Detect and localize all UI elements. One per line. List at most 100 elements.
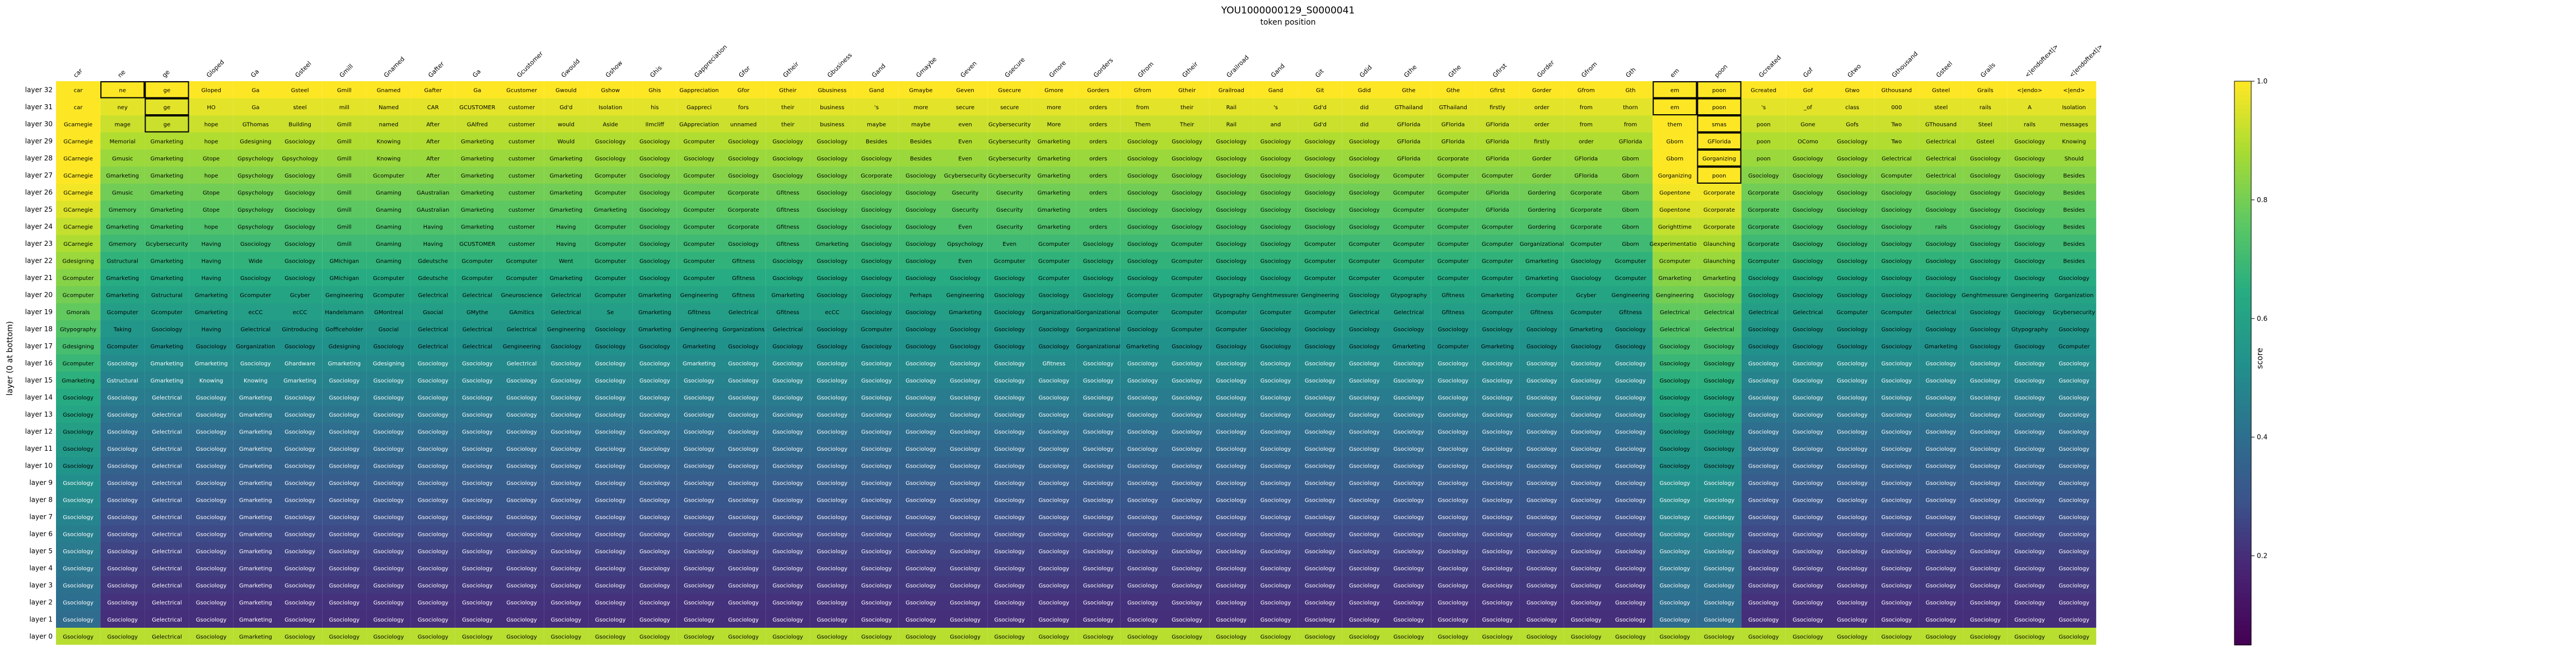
- cell-label: Gsociology: [1793, 429, 1823, 435]
- heatmap-cell: [1076, 269, 1121, 286]
- heatmap-cell: [1475, 423, 1520, 440]
- cell-label: Gorder: [1532, 173, 1552, 179]
- cell-label: Gsociology: [284, 583, 315, 589]
- heatmap-cell: [1963, 457, 2008, 474]
- heatmap-cell: [366, 200, 411, 218]
- heatmap-cell: [544, 303, 589, 320]
- cell-label: Gmarketing: [1525, 276, 1558, 282]
- cell-label: Gsociology: [1305, 446, 1336, 452]
- cell-label: Gsociology: [772, 497, 803, 503]
- heatmap-cell: [1298, 594, 1342, 611]
- cell-label: Rail: [1226, 105, 1236, 111]
- cell-label: Gmarketing: [1525, 258, 1558, 264]
- cell-label: Gsociology: [1172, 224, 1202, 230]
- cell-label: poon: [1757, 122, 1771, 128]
- cell-label: Gsociology: [1615, 480, 1646, 487]
- cell-label: Gcomputer: [1304, 258, 1336, 264]
- heatmap-cell: [1475, 389, 1520, 406]
- heatmap-cell: [1564, 200, 1608, 218]
- cell-label: Gsociology: [329, 600, 360, 606]
- heatmap-cell: [854, 354, 899, 372]
- heatmap-cell: [1209, 337, 1254, 354]
- heatmap-cell: [500, 405, 544, 423]
- heatmap-cell: [588, 166, 633, 184]
- cell-label: Gsociology: [1261, 463, 1291, 469]
- cell-label: Gsociology: [817, 497, 848, 503]
- cell-label: Having: [202, 241, 221, 248]
- cell-label: Gsociology: [2014, 395, 2045, 401]
- cell-label: Gorders: [1087, 87, 1109, 94]
- cell-label: Gmarketing: [151, 139, 184, 145]
- heatmap-cell: [1830, 525, 1875, 543]
- cell-label: Taking: [113, 326, 132, 333]
- cell-label: Gsociology: [1659, 446, 1690, 452]
- cell-label: Gsociology: [506, 583, 537, 589]
- heatmap-cell: [544, 440, 589, 457]
- cell-label: Gcomputer: [1348, 258, 1380, 264]
- cell-label: Gsociology: [906, 395, 936, 401]
- heatmap-cell: [500, 474, 544, 491]
- heatmap-cell: [322, 286, 367, 304]
- heatmap-cell: [2052, 218, 2097, 235]
- heatmap-cell: [1741, 354, 1786, 372]
- heatmap-cell: [721, 576, 766, 594]
- cell-label: Gsociology: [2059, 600, 2089, 606]
- heatmap-cell: [100, 337, 145, 354]
- heatmap-cell: [322, 337, 367, 354]
- heatmap-cell: [1387, 81, 1431, 99]
- heatmap-cell: [632, 184, 677, 201]
- cell-label: Gmarketing: [816, 241, 849, 248]
- cell-label: Gsociology: [1039, 531, 1070, 538]
- colorbar-segment: [2234, 588, 2251, 594]
- heatmap-cell: [366, 491, 411, 508]
- heatmap-cell: [1519, 166, 1564, 184]
- cell-label: Gengineering: [1301, 292, 1339, 298]
- cell-label: Gsociology: [1261, 224, 1291, 230]
- heatmap-cell: [632, 81, 677, 99]
- heatmap-cell: [2052, 594, 2097, 611]
- cell-label: Gsociology: [1438, 412, 1468, 418]
- heatmap-cell: [1653, 576, 1697, 594]
- cell-label: 's: [1761, 105, 1766, 111]
- colorbar-segment: [2234, 391, 2251, 396]
- heatmap-cell: [810, 132, 855, 150]
- cell-label: Gsociology: [728, 463, 759, 469]
- cell-label: Gsociology: [1837, 292, 1868, 298]
- heatmap-cell: [1165, 440, 1210, 457]
- heatmap-cell: [189, 457, 234, 474]
- cell-label: Gsociology: [1216, 190, 1247, 196]
- cell-label: Gsociology: [1172, 634, 1202, 640]
- heatmap-cell: [189, 610, 234, 628]
- cell-label: Gsociology: [550, 515, 581, 521]
- heatmap-cell: [544, 559, 589, 577]
- heatmap-cell: [1564, 184, 1608, 201]
- heatmap-cell: [1475, 115, 1520, 133]
- cell-label: Knowing: [244, 378, 268, 384]
- heatmap-cell: [810, 576, 855, 594]
- heatmap-cell: [810, 457, 855, 474]
- cell-label: Gloped: [201, 87, 221, 94]
- heatmap-cell: [1342, 423, 1387, 440]
- cell-label: GCarnegie: [63, 156, 93, 162]
- cell-label: Gmarketing: [151, 224, 184, 230]
- cell-label: 's: [874, 105, 879, 111]
- cell-label: hope: [204, 122, 218, 128]
- heatmap-cell: [233, 252, 278, 269]
- cell-label: Gsociology: [1659, 634, 1690, 640]
- cell-label: Gmarketing: [239, 600, 272, 606]
- cell-label: Gsociology: [1127, 207, 1158, 213]
- cell-label: Gsociology: [1305, 139, 1336, 145]
- heatmap-cell: [1032, 235, 1076, 252]
- heatmap-cell: [1165, 166, 1210, 184]
- heatmap-cell: [233, 320, 278, 338]
- cell-label: Gcomputer: [595, 292, 627, 298]
- heatmap-cell: [588, 559, 633, 577]
- y-tick-label: layer 21: [25, 274, 53, 282]
- cell-label: Gsociology: [1438, 446, 1468, 452]
- heatmap-cell: [1874, 337, 1919, 354]
- colorbar-segment: [2234, 442, 2251, 449]
- cell-label: Gelectrical: [152, 446, 182, 452]
- heatmap-cell: [189, 559, 234, 577]
- heatmap-cell: [721, 525, 766, 543]
- cell-label: Gborn: [1622, 224, 1639, 230]
